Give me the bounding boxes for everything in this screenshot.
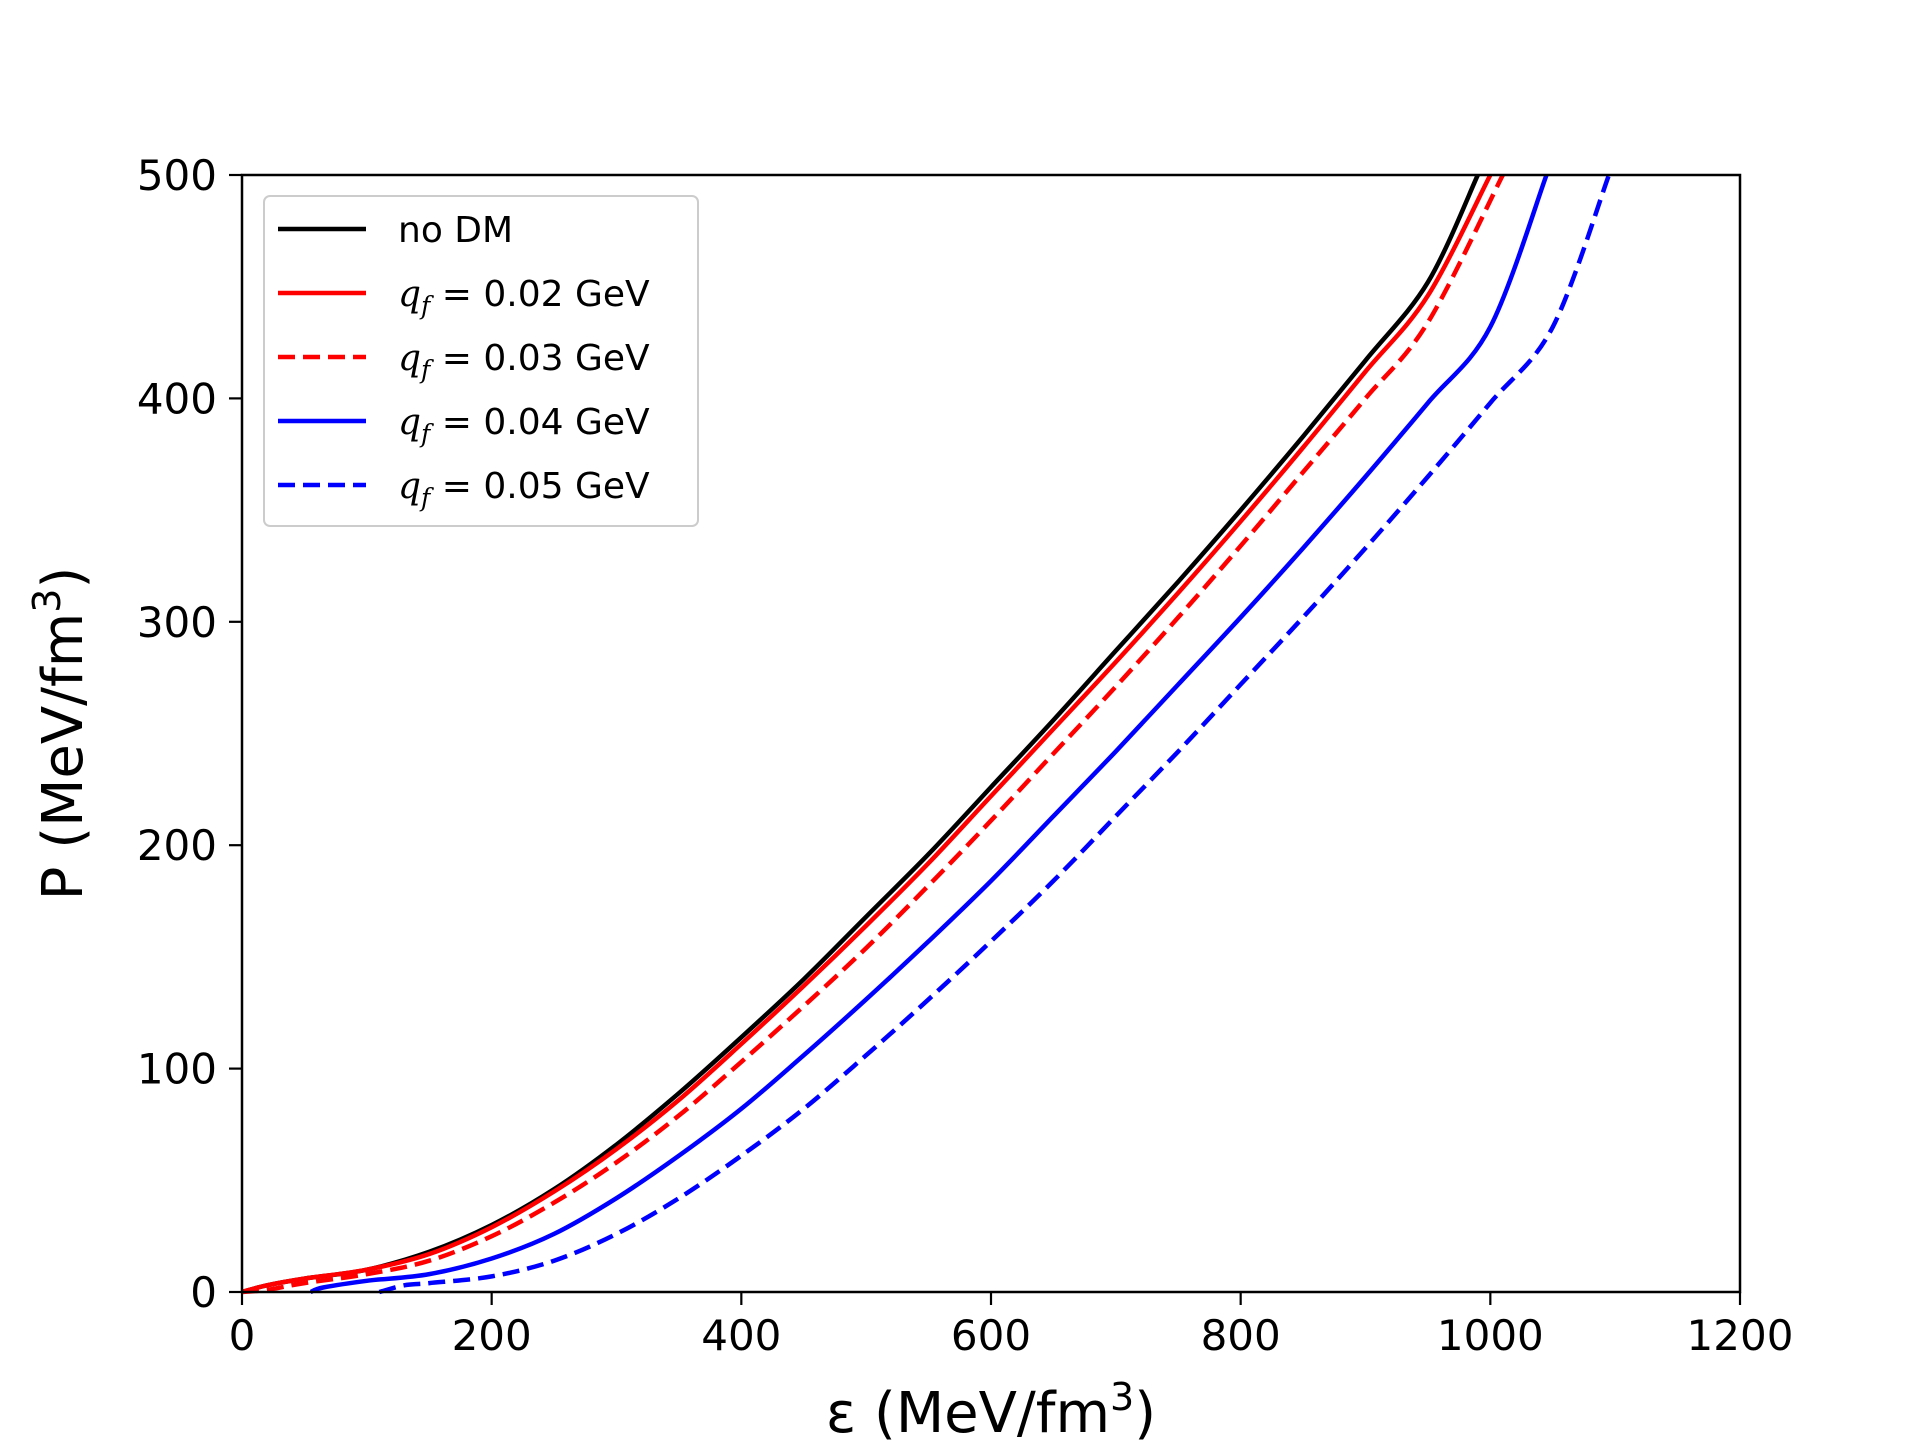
legend-frame [263,195,699,527]
series-layer [241,173,1612,1295]
x-tick-label: 800 [1201,1311,1281,1360]
x-tick-label: 200 [452,1311,532,1360]
x-tick-label: 1000 [1437,1311,1544,1360]
legend-entry-3: qf = 0.03 GeV [398,338,650,384]
legend-entry-5: qf = 0.05 GeV [398,466,650,512]
series-line-2 [241,173,1493,1295]
x-tick-label: 0 [229,1311,256,1360]
legend-math-symbol: q [398,402,421,443]
legend-label-text: = 0.03 GeV [430,338,650,379]
series-line-4 [309,174,1549,1295]
legend-math-subscript: f [419,483,434,512]
legend-label-text: = 0.02 GeV [430,274,650,315]
legend-math-symbol: q [398,466,421,507]
legend-label-text: = 0.05 GeV [430,466,650,507]
y-tick-label: 300 [137,598,217,647]
legend-math-subscript: f [419,291,434,320]
y-tick-label: 400 [137,374,217,423]
x-tick-label: 1200 [1687,1311,1794,1360]
legend-math-subscript: f [419,419,434,448]
series-line-3 [241,173,1505,1295]
series-line-5 [378,174,1612,1295]
legend-entry-2: qf = 0.02 GeV [398,274,650,320]
x-axis-label: ε (MeV/fm3) [826,1375,1156,1440]
legend-label-text: = 0.04 GeV [430,402,650,443]
legend-entry-1: no DM [398,210,513,251]
y-tick-label: 500 [137,151,217,200]
legend-math-subscript: f [419,355,434,384]
x-tick-label: 400 [701,1311,781,1360]
x-tick-label: 600 [951,1311,1031,1360]
legend-math-symbol: q [398,274,421,315]
y-tick-label: 100 [137,1045,217,1094]
y-tick-label: 0 [190,1268,217,1317]
tick-layer: 0 200 400 600 800 1000 1200 0 100 200 300 400 500 [137,151,1794,1360]
y-axis-label: P (MeV/fm3) [25,567,96,901]
legend-entry-4: qf = 0.04 GeV [398,402,650,448]
legend-math-symbol: q [398,338,421,379]
y-tick-label: 200 [137,821,217,870]
